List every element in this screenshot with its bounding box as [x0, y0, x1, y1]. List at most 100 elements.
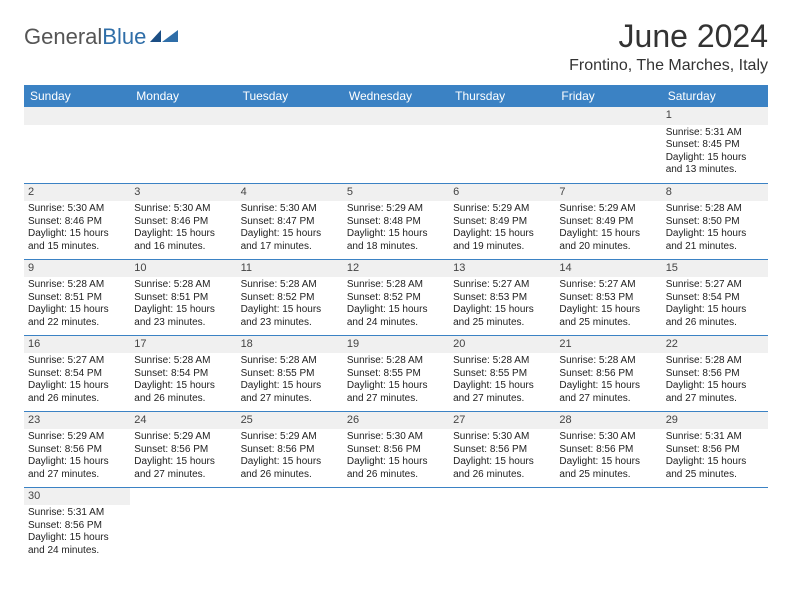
sunset-text: Sunset: 8:53 PM [453, 292, 551, 305]
day-header: Wednesday [343, 85, 449, 107]
calendar-week: 16Sunrise: 5:27 AMSunset: 8:54 PMDayligh… [24, 335, 768, 411]
day-detail: Sunrise: 5:29 AMSunset: 8:49 PMDaylight:… [449, 201, 555, 257]
day-detail: Sunrise: 5:28 AMSunset: 8:52 PMDaylight:… [343, 277, 449, 333]
calendar-cell: 30Sunrise: 5:31 AMSunset: 8:56 PMDayligh… [24, 487, 130, 563]
calendar-cell: 20Sunrise: 5:28 AMSunset: 8:55 PMDayligh… [449, 335, 555, 411]
calendar-cell [343, 487, 449, 563]
calendar-cell: 21Sunrise: 5:28 AMSunset: 8:56 PMDayligh… [555, 335, 661, 411]
calendar-body: 1Sunrise: 5:31 AMSunset: 8:45 PMDaylight… [24, 107, 768, 563]
day-number: 17 [130, 336, 236, 354]
sunrise-text: Sunrise: 5:27 AM [28, 355, 126, 368]
calendar-cell: 28Sunrise: 5:30 AMSunset: 8:56 PMDayligh… [555, 411, 661, 487]
calendar-cell: 6Sunrise: 5:29 AMSunset: 8:49 PMDaylight… [449, 183, 555, 259]
day-detail: Sunrise: 5:28 AMSunset: 8:55 PMDaylight:… [237, 353, 343, 409]
sunset-text: Sunset: 8:55 PM [347, 368, 445, 381]
calendar-week: 2Sunrise: 5:30 AMSunset: 8:46 PMDaylight… [24, 183, 768, 259]
calendar-cell: 17Sunrise: 5:28 AMSunset: 8:54 PMDayligh… [130, 335, 236, 411]
day-number: 5 [343, 184, 449, 202]
daylight-text: Daylight: 15 hours and 27 minutes. [666, 380, 764, 405]
calendar-cell [343, 107, 449, 183]
day-number: 14 [555, 260, 661, 278]
day-detail: Sunrise: 5:30 AMSunset: 8:56 PMDaylight:… [449, 429, 555, 485]
calendar-cell: 23Sunrise: 5:29 AMSunset: 8:56 PMDayligh… [24, 411, 130, 487]
sunrise-text: Sunrise: 5:28 AM [666, 203, 764, 216]
day-number: 11 [237, 260, 343, 278]
calendar-cell: 16Sunrise: 5:27 AMSunset: 8:54 PMDayligh… [24, 335, 130, 411]
calendar-cell [449, 107, 555, 183]
location: Frontino, The Marches, Italy [569, 57, 768, 75]
day-header: Thursday [449, 85, 555, 107]
day-header: Saturday [662, 85, 768, 107]
day-number: 10 [130, 260, 236, 278]
day-detail: Sunrise: 5:29 AMSunset: 8:56 PMDaylight:… [237, 429, 343, 485]
day-number: 8 [662, 184, 768, 202]
calendar-cell: 8Sunrise: 5:28 AMSunset: 8:50 PMDaylight… [662, 183, 768, 259]
sunrise-text: Sunrise: 5:31 AM [666, 127, 764, 140]
brand-part1: General [24, 24, 102, 50]
calendar-cell: 2Sunrise: 5:30 AMSunset: 8:46 PMDaylight… [24, 183, 130, 259]
calendar-cell: 10Sunrise: 5:28 AMSunset: 8:51 PMDayligh… [130, 259, 236, 335]
calendar-cell [237, 487, 343, 563]
calendar-head: SundayMondayTuesdayWednesdayThursdayFrid… [24, 85, 768, 107]
calendar-cell: 12Sunrise: 5:28 AMSunset: 8:52 PMDayligh… [343, 259, 449, 335]
sunset-text: Sunset: 8:55 PM [241, 368, 339, 381]
daylight-text: Daylight: 15 hours and 27 minutes. [559, 380, 657, 405]
sunset-text: Sunset: 8:54 PM [134, 368, 232, 381]
day-number: 28 [555, 412, 661, 430]
daylight-text: Daylight: 15 hours and 25 minutes. [453, 304, 551, 329]
day-number: 23 [24, 412, 130, 430]
calendar-cell: 1Sunrise: 5:31 AMSunset: 8:45 PMDaylight… [662, 107, 768, 183]
sunrise-text: Sunrise: 5:28 AM [134, 279, 232, 292]
sunset-text: Sunset: 8:47 PM [241, 216, 339, 229]
calendar-cell [130, 107, 236, 183]
sunrise-text: Sunrise: 5:29 AM [28, 431, 126, 444]
empty-day-bar [24, 107, 130, 125]
sunrise-text: Sunrise: 5:30 AM [559, 431, 657, 444]
day-header: Tuesday [237, 85, 343, 107]
day-detail: Sunrise: 5:30 AMSunset: 8:56 PMDaylight:… [343, 429, 449, 485]
day-detail: Sunrise: 5:31 AMSunset: 8:45 PMDaylight:… [662, 125, 768, 181]
daylight-text: Daylight: 15 hours and 15 minutes. [28, 228, 126, 253]
empty-day-bar [130, 107, 236, 125]
sunset-text: Sunset: 8:49 PM [453, 216, 551, 229]
sunset-text: Sunset: 8:49 PM [559, 216, 657, 229]
daylight-text: Daylight: 15 hours and 26 minutes. [28, 380, 126, 405]
sunrise-text: Sunrise: 5:29 AM [241, 431, 339, 444]
daylight-text: Daylight: 15 hours and 23 minutes. [134, 304, 232, 329]
sunset-text: Sunset: 8:56 PM [28, 444, 126, 457]
daylight-text: Daylight: 15 hours and 27 minutes. [347, 380, 445, 405]
daylight-text: Daylight: 15 hours and 27 minutes. [134, 456, 232, 481]
calendar-cell [130, 487, 236, 563]
day-number: 20 [449, 336, 555, 354]
day-detail: Sunrise: 5:29 AMSunset: 8:56 PMDaylight:… [24, 429, 130, 485]
day-detail: Sunrise: 5:30 AMSunset: 8:47 PMDaylight:… [237, 201, 343, 257]
sunrise-text: Sunrise: 5:29 AM [453, 203, 551, 216]
calendar-cell: 26Sunrise: 5:30 AMSunset: 8:56 PMDayligh… [343, 411, 449, 487]
day-detail: Sunrise: 5:30 AMSunset: 8:46 PMDaylight:… [130, 201, 236, 257]
sunrise-text: Sunrise: 5:28 AM [666, 355, 764, 368]
calendar-cell: 18Sunrise: 5:28 AMSunset: 8:55 PMDayligh… [237, 335, 343, 411]
sunrise-text: Sunrise: 5:27 AM [559, 279, 657, 292]
sunrise-text: Sunrise: 5:28 AM [347, 355, 445, 368]
daylight-text: Daylight: 15 hours and 17 minutes. [241, 228, 339, 253]
empty-day-bar [237, 107, 343, 125]
daylight-text: Daylight: 15 hours and 24 minutes. [347, 304, 445, 329]
calendar-cell [449, 487, 555, 563]
day-detail: Sunrise: 5:29 AMSunset: 8:56 PMDaylight:… [130, 429, 236, 485]
day-detail: Sunrise: 5:31 AMSunset: 8:56 PMDaylight:… [24, 505, 130, 561]
sunrise-text: Sunrise: 5:28 AM [241, 279, 339, 292]
sunrise-text: Sunrise: 5:28 AM [28, 279, 126, 292]
sunset-text: Sunset: 8:56 PM [666, 368, 764, 381]
sunrise-text: Sunrise: 5:31 AM [28, 507, 126, 520]
sunset-text: Sunset: 8:51 PM [28, 292, 126, 305]
day-detail: Sunrise: 5:28 AMSunset: 8:55 PMDaylight:… [343, 353, 449, 409]
daylight-text: Daylight: 15 hours and 26 minutes. [666, 304, 764, 329]
sunrise-text: Sunrise: 5:30 AM [347, 431, 445, 444]
day-detail: Sunrise: 5:29 AMSunset: 8:48 PMDaylight:… [343, 201, 449, 257]
calendar-cell: 7Sunrise: 5:29 AMSunset: 8:49 PMDaylight… [555, 183, 661, 259]
daylight-text: Daylight: 15 hours and 19 minutes. [453, 228, 551, 253]
sunrise-text: Sunrise: 5:29 AM [347, 203, 445, 216]
day-detail: Sunrise: 5:29 AMSunset: 8:49 PMDaylight:… [555, 201, 661, 257]
sunrise-text: Sunrise: 5:28 AM [559, 355, 657, 368]
day-detail: Sunrise: 5:30 AMSunset: 8:46 PMDaylight:… [24, 201, 130, 257]
